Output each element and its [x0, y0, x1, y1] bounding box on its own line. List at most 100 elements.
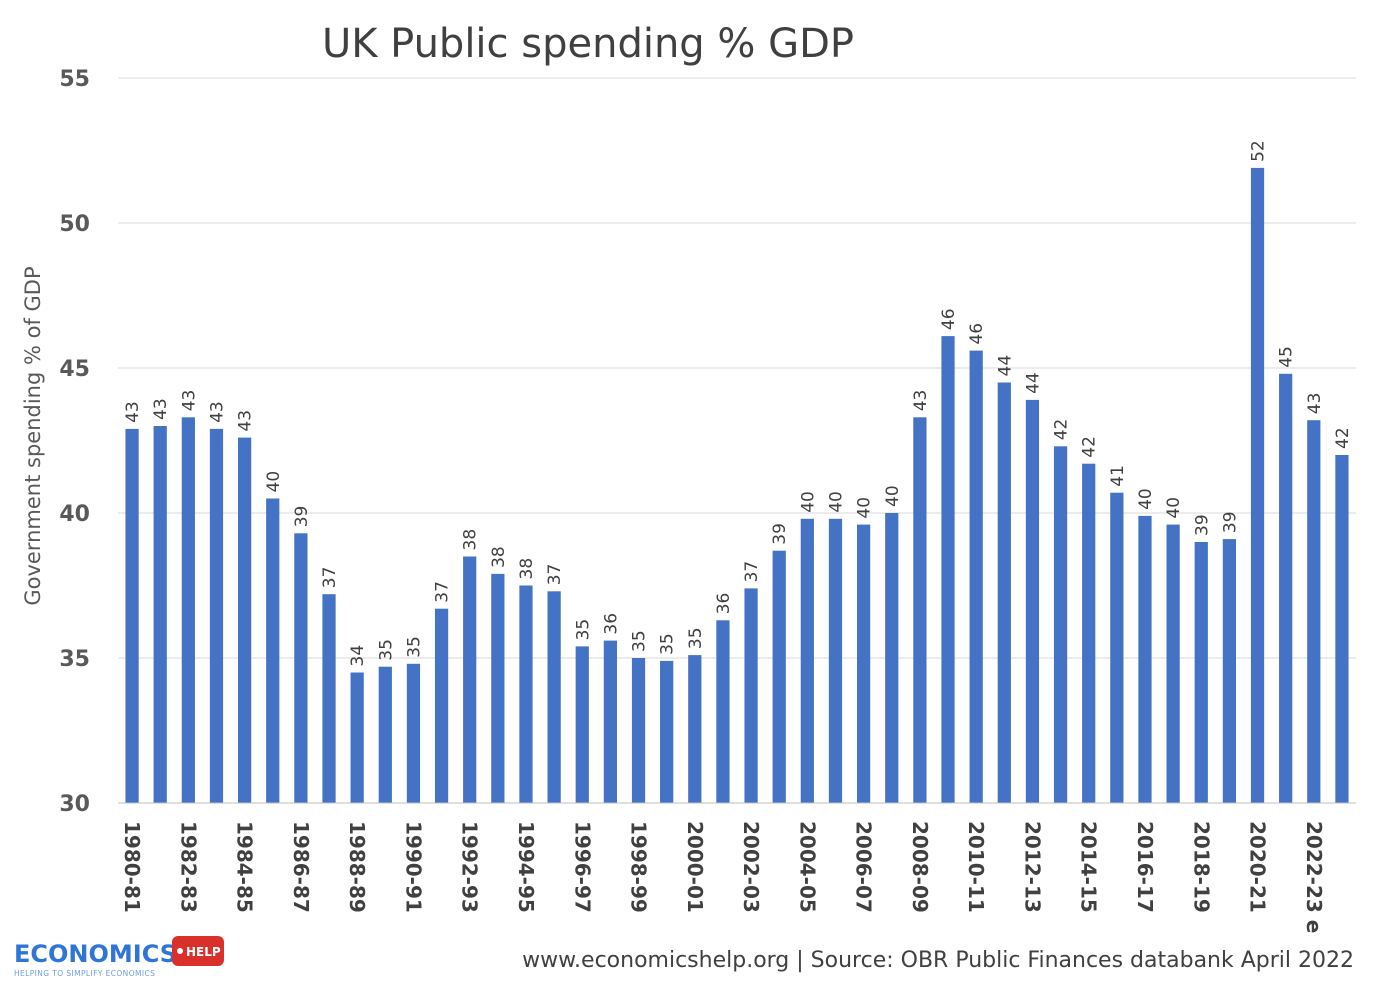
- bar-2002-03: [744, 588, 758, 803]
- x-tick-label: 2000-01: [683, 821, 707, 913]
- data-label: 35: [404, 636, 424, 658]
- data-label: 35: [573, 619, 593, 641]
- data-label: 44: [995, 355, 1015, 377]
- x-tick-label: 1994-95: [514, 821, 538, 913]
- y-tick-label: 50: [59, 212, 90, 237]
- economics-help-logo[interactable]: ECONOMICS HELP HELPING TO SIMPLIFY ECONO…: [14, 936, 224, 978]
- data-label: 40: [1164, 497, 1184, 519]
- bar-2000-01: [688, 655, 702, 803]
- bar-1986-87: [294, 533, 308, 803]
- logo-badge-text: HELP: [186, 945, 221, 959]
- bar-1988-89: [350, 672, 364, 803]
- data-label: 35: [630, 630, 650, 652]
- data-label: 36: [601, 613, 621, 635]
- bar-1997-98: [603, 640, 617, 803]
- y-tick-label: 55: [59, 67, 90, 92]
- x-tick-label: 2022-23 e: [1302, 821, 1326, 933]
- bar-2015-16: [1110, 492, 1124, 803]
- data-label: 40: [264, 471, 284, 493]
- bar-1985-86: [266, 498, 280, 803]
- bar-1980-81: [125, 428, 139, 803]
- data-label: 46: [939, 308, 959, 330]
- data-label: 40: [883, 485, 903, 507]
- data-label: 40: [1136, 488, 1156, 510]
- bar-2022-23-e: [1307, 420, 1321, 803]
- x-tick-label: 1998-99: [627, 821, 651, 913]
- bar-1995-96: [547, 591, 561, 803]
- x-tick-label: 2012-13: [1020, 821, 1044, 913]
- bar-1991-92: [434, 608, 449, 803]
- bar-1989-90: [378, 666, 392, 803]
- y-tick-label: 30: [59, 792, 90, 817]
- bar-1981-82: [153, 426, 167, 803]
- logo-badge: HELP: [172, 936, 224, 966]
- data-label: 43: [911, 390, 931, 412]
- bar-2003-04: [772, 550, 786, 803]
- data-labels: 43 43 43 43 43 40 39 37 34 35 35 37 38 38 38 37 35 36 35 35…: [123, 140, 1353, 666]
- data-label: 46: [967, 323, 987, 345]
- data-label: 35: [376, 639, 396, 661]
- bar-2007-08: [885, 513, 899, 803]
- data-label: 37: [742, 561, 762, 583]
- x-tick-label: 2008-09: [908, 821, 932, 913]
- source-note: www.economicshelp.org | Source: OBR Publ…: [522, 948, 1354, 973]
- x-tick-label: 1982-83: [176, 821, 200, 913]
- x-tick-label: 1986-87: [289, 821, 313, 913]
- x-tick-label: 2004-05: [795, 821, 819, 913]
- bar-2011-12: [997, 382, 1011, 803]
- data-label: 38: [517, 558, 537, 580]
- logo-badge-hole-icon: [177, 948, 183, 954]
- data-label: 40: [798, 491, 818, 513]
- bar-1998-99: [631, 658, 646, 803]
- logo-tagline: HELPING TO SIMPLIFY ECONOMICS: [14, 969, 155, 978]
- logo-badge-tag-icon: [172, 936, 224, 966]
- y-axis-label: Government spending % of GDP: [21, 266, 45, 605]
- data-label: 44: [1023, 372, 1043, 394]
- data-label: 39: [292, 506, 312, 528]
- data-label: 34: [348, 645, 368, 667]
- x-tick-label: 2014-15: [1077, 821, 1101, 913]
- x-axis-ticks: 1980-81 1982-83 1984-85 1986-87 1988-89 1990-…: [120, 821, 1326, 933]
- bar-1999-00: [660, 660, 674, 803]
- bar-2020-21: [1250, 167, 1265, 803]
- x-tick-label: 1990-91: [401, 821, 425, 913]
- bar-2013-14: [1053, 446, 1068, 803]
- bar-2005-06: [828, 518, 843, 803]
- bar-2008-09: [913, 417, 927, 803]
- data-label: 37: [320, 567, 340, 589]
- x-tick-label: 2010-11: [964, 821, 988, 913]
- data-label: 42: [1052, 419, 1072, 441]
- bar-1992-93: [463, 556, 477, 803]
- y-axis-ticks: 30 35 40 45 50 55: [59, 67, 90, 817]
- data-label: 42: [1080, 436, 1100, 458]
- x-tick-label: 1984-85: [233, 821, 257, 913]
- data-label: 36: [714, 593, 734, 615]
- data-label: 43: [1305, 393, 1325, 415]
- bar-1990-91: [406, 663, 421, 803]
- bar-2016-17: [1138, 515, 1152, 803]
- bar-1994-95: [519, 585, 533, 803]
- bar-2023-24: [1335, 455, 1349, 803]
- data-label: 43: [207, 401, 227, 423]
- data-label: 41: [1108, 465, 1128, 487]
- bar-2018-19: [1194, 542, 1208, 803]
- bar-2021-22: [1279, 373, 1293, 803]
- data-label: 43: [179, 390, 199, 412]
- data-label: 35: [658, 633, 678, 655]
- x-tick-label: 1992-93: [458, 821, 482, 913]
- x-tick-label: 2016-17: [1133, 821, 1157, 913]
- bar-1982-83: [181, 417, 195, 803]
- data-label: 45: [1277, 346, 1297, 368]
- x-tick-label: 2018-19: [1189, 821, 1213, 913]
- data-label: 38: [461, 529, 481, 551]
- x-tick-label: 1996-97: [570, 821, 594, 913]
- data-label: 38: [489, 546, 509, 568]
- data-label: 37: [545, 564, 565, 586]
- y-tick-label: 45: [59, 357, 90, 382]
- x-tick-label: 1988-89: [345, 821, 369, 913]
- data-label: 52: [1249, 140, 1269, 162]
- bar-1983-84: [209, 428, 224, 803]
- y-tick-label: 35: [59, 647, 90, 672]
- x-tick-label: 2002-03: [739, 821, 763, 913]
